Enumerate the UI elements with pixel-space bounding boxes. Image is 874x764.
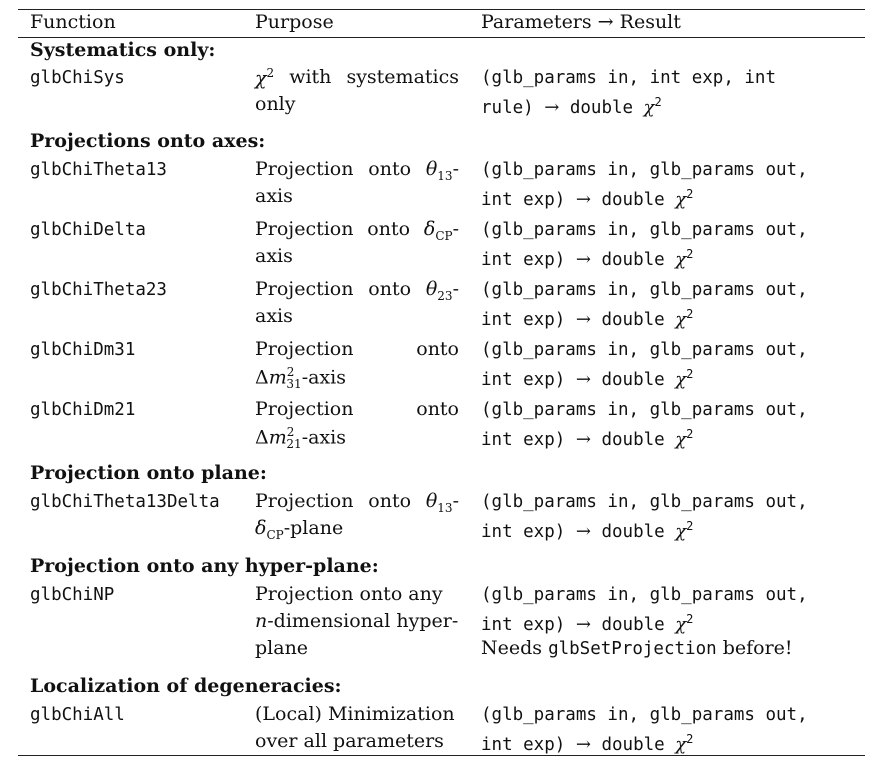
params-line: int exp) → double χ2 — [481, 247, 694, 270]
purpose-line: n-dimensional hyper- — [255, 610, 459, 632]
column-header-function: Function — [30, 11, 116, 33]
function-name: glbChiTheta13 — [30, 160, 167, 180]
params-line: (glb_params in, glb_params out, — [481, 400, 808, 420]
function-name: glbChiNP — [30, 585, 115, 605]
purpose-line: axis — [255, 305, 293, 327]
params-line: int exp) → double χ2 — [481, 307, 694, 330]
params-line: (glb_params in, int exp, int — [481, 68, 777, 88]
purpose-line: Projection onto θ23- — [255, 278, 459, 303]
params-line: int exp) → double χ2 — [481, 732, 694, 755]
params-line: int exp) → double χ2 — [481, 427, 694, 450]
column-header-parameters: Parameters → Result — [481, 11, 681, 33]
purpose-line: Projection onto any — [255, 583, 443, 605]
purpose-line: over all parameters — [255, 730, 444, 752]
bottom-rule — [18, 755, 865, 757]
purpose-line: axis — [255, 185, 293, 207]
purpose-line: δCP-plane — [255, 517, 344, 542]
function-name: glbChiTheta13Delta — [30, 492, 220, 512]
purpose-line: Δm221-axis — [255, 425, 346, 452]
params-line: int exp) → double χ2 — [481, 187, 694, 210]
purpose-line: (Local) Minimization — [255, 703, 455, 725]
purpose-line: Projection onto δCP- — [255, 218, 459, 243]
purpose-line: Projection onto — [255, 338, 459, 360]
function-name: glbChiSys — [30, 68, 125, 88]
params-line: rule) → double χ2 — [481, 95, 662, 118]
function-name: glbChiDm31 — [30, 340, 136, 360]
params-line: int exp) → double χ2 — [481, 612, 694, 635]
purpose-line: χ2 with systematics — [255, 66, 459, 90]
header-rule — [18, 37, 865, 38]
column-header-purpose: Purpose — [255, 11, 334, 33]
purpose-line: Δm231-axis — [255, 365, 346, 392]
params-line: (glb_params in, glb_params out, — [481, 492, 808, 512]
function-name: glbChiAll — [30, 705, 125, 725]
function-name: glbChiTheta23 — [30, 280, 167, 300]
params-line: int exp) → double χ2 — [481, 519, 694, 542]
purpose-line: axis — [255, 245, 293, 267]
params-line: (glb_params in, glb_params out, — [481, 160, 808, 180]
params-line: (glb_params in, glb_params out, — [481, 340, 808, 360]
top-rule — [18, 9, 865, 11]
params-line: (glb_params in, glb_params out, — [481, 220, 808, 240]
section-title: Localization of degeneracies: — [30, 675, 342, 697]
params-line: (glb_params in, glb_params out, — [481, 705, 808, 725]
section-title: Systematics only: — [30, 39, 216, 61]
function-name: glbChiDelta — [30, 220, 146, 240]
params-line: (glb_params in, glb_params out, — [481, 585, 808, 605]
section-title: Projection onto any hyper-plane: — [30, 555, 379, 577]
purpose-line: Projection onto θ13- — [255, 490, 459, 515]
params-line: int exp) → double χ2 — [481, 367, 694, 390]
purpose-line: Projection onto — [255, 398, 459, 420]
purpose-line: Projection onto θ13- — [255, 158, 459, 183]
section-title: Projections onto axes: — [30, 130, 266, 152]
purpose-line: plane — [255, 637, 309, 659]
function-name: glbChiDm21 — [30, 400, 136, 420]
params-note: Needs glbSetProjection before! — [481, 637, 793, 659]
section-title: Projection onto plane: — [30, 462, 267, 484]
params-line: (glb_params in, glb_params out, — [481, 280, 808, 300]
purpose-line: only — [255, 93, 296, 115]
